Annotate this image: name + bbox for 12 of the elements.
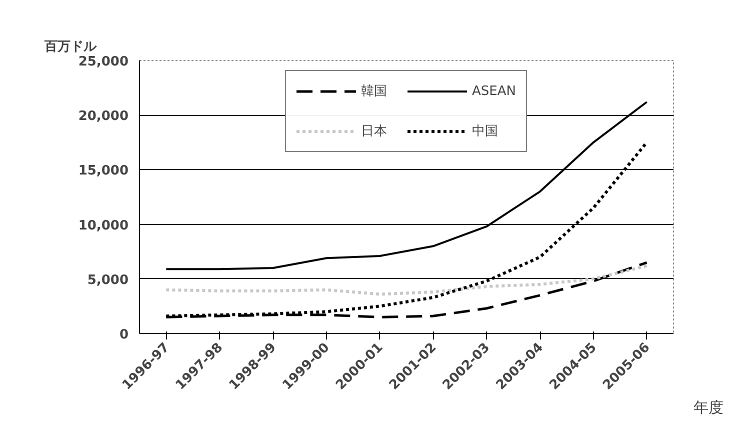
y-tick-label: 20,000 bbox=[78, 109, 129, 124]
legend-label: 中国 bbox=[472, 123, 498, 140]
y-tick-label: 0 bbox=[119, 328, 128, 342]
y-tick-label: 5,000 bbox=[87, 272, 129, 288]
y-tick-label: 10,000 bbox=[78, 218, 129, 234]
x-axis-title: 年度 bbox=[694, 398, 724, 416]
legend-label: 韓国 bbox=[361, 83, 388, 100]
y-tick-label: 15,000 bbox=[78, 164, 129, 179]
legend-label: ASEAN bbox=[472, 84, 516, 98]
y-tick-label: 25,000 bbox=[78, 54, 129, 70]
y-axis-title: 百万ドル bbox=[44, 40, 98, 54]
legend-label: 日本 bbox=[361, 123, 388, 140]
